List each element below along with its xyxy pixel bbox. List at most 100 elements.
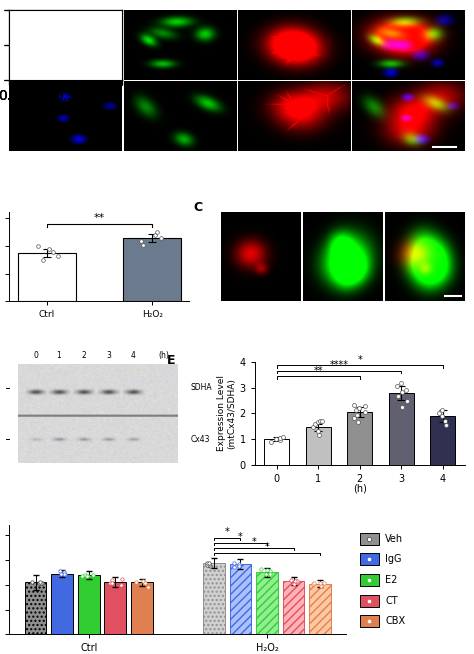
- Text: Cx43: Cx43: [191, 434, 210, 443]
- Point: [309, 579, 317, 589]
- Point: [317, 578, 324, 589]
- Bar: [309, 583, 331, 634]
- Point: [118, 574, 126, 584]
- Point: [402, 385, 410, 395]
- Point: [317, 416, 324, 426]
- Point: [203, 558, 211, 568]
- Point: [60, 567, 68, 577]
- Point: [57, 568, 65, 579]
- Point: [318, 415, 326, 426]
- Point: [154, 227, 161, 237]
- Point: [46, 244, 53, 254]
- Text: E: E: [167, 354, 175, 367]
- Point: [61, 569, 68, 579]
- Point: [158, 233, 165, 243]
- Point: [365, 616, 373, 627]
- Point: [35, 577, 43, 588]
- Point: [394, 390, 401, 401]
- Point: [291, 576, 299, 586]
- Bar: [51, 574, 73, 634]
- Bar: [229, 564, 251, 634]
- Point: [438, 411, 446, 421]
- Point: [293, 576, 301, 586]
- Text: **: **: [313, 366, 323, 375]
- Point: [365, 575, 373, 585]
- Text: 1: 1: [57, 351, 62, 360]
- Point: [268, 436, 275, 447]
- Point: [355, 402, 363, 413]
- Point: [145, 582, 152, 593]
- Point: [398, 387, 405, 398]
- Point: [310, 577, 318, 588]
- Text: CBX: CBX: [385, 616, 405, 627]
- Point: [314, 417, 322, 428]
- Point: [133, 577, 140, 587]
- Bar: [25, 582, 46, 634]
- Point: [230, 562, 237, 572]
- Title: DAPI: DAPI: [55, 1, 75, 10]
- Text: (h): (h): [158, 351, 169, 360]
- Bar: [389, 393, 413, 464]
- Text: **: **: [94, 213, 105, 223]
- Point: [40, 254, 47, 265]
- Point: [137, 235, 145, 246]
- Point: [55, 250, 62, 261]
- Text: 2: 2: [82, 351, 86, 360]
- Point: [361, 407, 368, 417]
- Bar: [78, 575, 100, 634]
- Bar: [359, 574, 379, 586]
- Point: [203, 559, 211, 570]
- Text: *: *: [264, 542, 269, 552]
- Text: 3: 3: [106, 351, 111, 360]
- Point: [230, 558, 238, 568]
- Bar: [347, 412, 372, 464]
- Point: [151, 230, 158, 240]
- Point: [235, 560, 243, 571]
- Text: ****: ****: [329, 360, 348, 370]
- Point: [36, 577, 44, 587]
- Text: C: C: [193, 201, 202, 214]
- Text: Veh: Veh: [385, 534, 403, 543]
- Point: [109, 575, 116, 585]
- Point: [235, 560, 243, 571]
- Point: [263, 569, 270, 579]
- Bar: [18, 253, 76, 301]
- Point: [350, 413, 358, 423]
- Point: [320, 577, 328, 588]
- Point: [106, 577, 113, 588]
- Point: [140, 239, 147, 250]
- Text: *: *: [251, 538, 256, 547]
- Point: [56, 566, 64, 576]
- Bar: [131, 582, 153, 634]
- Bar: [359, 532, 379, 545]
- Point: [355, 417, 362, 428]
- Point: [90, 569, 97, 579]
- Point: [267, 566, 274, 577]
- Text: E2: E2: [385, 575, 398, 585]
- Point: [352, 404, 360, 415]
- Point: [37, 578, 45, 589]
- Point: [292, 576, 299, 586]
- Text: IgG: IgG: [385, 554, 402, 564]
- Point: [205, 559, 213, 570]
- Point: [109, 577, 116, 588]
- Point: [206, 559, 213, 569]
- Point: [78, 571, 85, 581]
- Title: Merge: Merge: [395, 1, 422, 10]
- Point: [235, 559, 243, 569]
- Bar: [306, 428, 331, 464]
- Point: [353, 409, 361, 420]
- Point: [314, 426, 322, 437]
- Point: [276, 432, 283, 443]
- Point: [38, 577, 46, 588]
- Bar: [256, 572, 278, 634]
- Point: [311, 419, 319, 430]
- Text: *: *: [225, 527, 229, 538]
- Point: [365, 533, 373, 543]
- Bar: [359, 553, 379, 565]
- X-axis label: (h): (h): [353, 484, 366, 494]
- Point: [34, 241, 42, 251]
- Point: [140, 577, 147, 588]
- Text: SDHA: SDHA: [191, 383, 212, 392]
- Bar: [430, 416, 455, 464]
